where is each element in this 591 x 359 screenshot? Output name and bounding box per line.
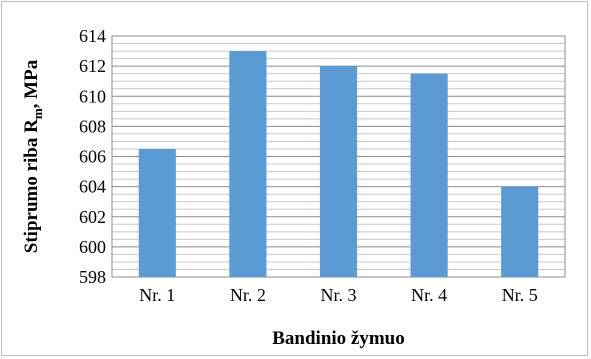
bar-3: [319, 66, 358, 277]
y-tick-label: 608: [79, 116, 106, 136]
y-axis-title-unit: , MPa: [21, 59, 42, 108]
y-tick-labels: 598 600 602 604 606 608 610 612 614: [79, 26, 106, 287]
bar-4: [410, 73, 448, 277]
x-tick-label: Nr. 4: [411, 285, 447, 305]
bar-5: [501, 186, 539, 277]
y-tick-label: 600: [79, 237, 106, 257]
bars: [138, 51, 539, 277]
y-tick-label: 602: [79, 207, 106, 227]
y-axis-title-main: Stiprumo riba R: [21, 119, 42, 253]
bar-2: [229, 51, 267, 277]
y-tick-label: 598: [79, 267, 106, 287]
x-tick-label: Nr. 2: [230, 285, 266, 305]
x-axis-title: Bandinio žymuo: [272, 328, 405, 349]
y-tick-label: 604: [79, 177, 106, 197]
x-tick-label: Nr. 5: [502, 285, 538, 305]
y-tick-label: 606: [79, 147, 106, 167]
y-tick-label: 610: [79, 86, 106, 106]
x-tick-label: Nr. 3: [321, 285, 357, 305]
bar-1: [138, 148, 176, 277]
x-tick-labels: Nr. 1 Nr. 2 Nr. 3 Nr. 4 Nr. 5: [139, 285, 537, 305]
y-axis-title-subscript: m: [30, 108, 45, 119]
x-tick-label: Nr. 1: [139, 285, 175, 305]
y-axis-title: Stiprumo riba Rm, MPa: [21, 59, 45, 253]
y-tick-label: 612: [79, 56, 106, 76]
y-tick-label: 614: [79, 26, 106, 46]
